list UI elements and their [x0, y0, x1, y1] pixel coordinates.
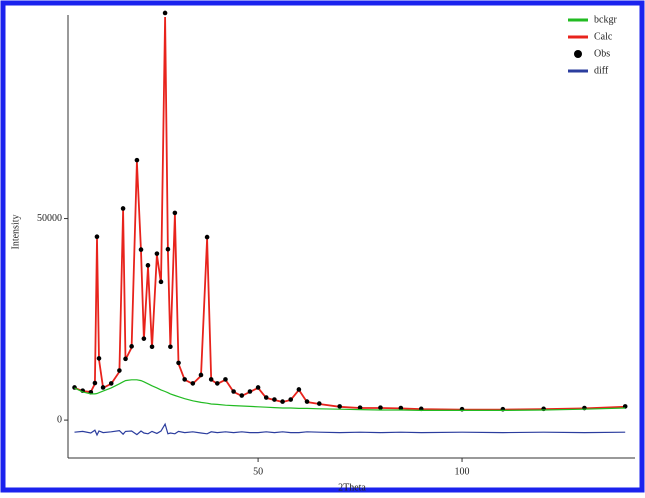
obs-point: [138, 247, 144, 252]
obs-point: [316, 401, 322, 406]
obs-point: [304, 399, 310, 404]
x-tick-label: 100: [455, 466, 470, 477]
legend-label: bckgr: [594, 14, 617, 25]
obs-point: [288, 397, 294, 402]
series-line: [74, 379, 626, 411]
obs-point: [378, 405, 383, 410]
obs-point: [162, 10, 168, 16]
obs-point: [172, 210, 178, 216]
series-line: [74, 16, 626, 411]
legend-label: Calc: [594, 31, 613, 42]
obs-point: [149, 344, 155, 350]
x-axis-label: 2Theta: [338, 482, 366, 493]
obs-point: [154, 251, 160, 256]
obs-point: [255, 385, 261, 390]
obs-point: [94, 234, 100, 240]
obs-point: [108, 381, 114, 386]
obs-point: [398, 405, 404, 411]
obs-point: [134, 157, 140, 163]
legend-label: Obs: [594, 48, 610, 59]
obs-point: [214, 381, 220, 386]
y-axis-label: Intensity: [10, 215, 21, 250]
obs-point: [208, 377, 214, 382]
obs-point: [296, 387, 302, 392]
obs-point: [337, 404, 342, 409]
y-tick-label: 0: [57, 414, 62, 425]
obs-point: [239, 393, 245, 398]
obs-point: [117, 368, 122, 373]
obs-point: [120, 206, 126, 211]
obs-point: [182, 377, 187, 382]
obs-point: [100, 385, 106, 390]
obs-point: [272, 397, 277, 402]
y-tick-label: 50000: [37, 213, 62, 224]
obs-point: [263, 395, 269, 400]
obs-point: [92, 380, 98, 386]
obs-point: [96, 356, 102, 361]
obs-point: [204, 234, 210, 240]
obs-point: [198, 372, 204, 378]
x-tick-label: 50: [253, 466, 263, 477]
obs-point: [223, 377, 228, 382]
obs-point: [165, 246, 171, 252]
obs-point: [141, 336, 147, 341]
obs-point: [231, 389, 236, 394]
obs-point: [176, 360, 181, 366]
obs-point: [158, 279, 164, 285]
obs-point: [280, 399, 285, 404]
legend-label: diff: [594, 65, 609, 76]
obs-point: [129, 344, 134, 349]
obs-point: [190, 381, 196, 386]
series-line: [74, 422, 626, 437]
obs-point: [145, 263, 151, 268]
obs-point: [357, 405, 363, 410]
obs-point: [168, 344, 173, 350]
legend-marker: [574, 50, 582, 58]
obs-point: [247, 389, 253, 394]
obs-point: [123, 356, 128, 362]
